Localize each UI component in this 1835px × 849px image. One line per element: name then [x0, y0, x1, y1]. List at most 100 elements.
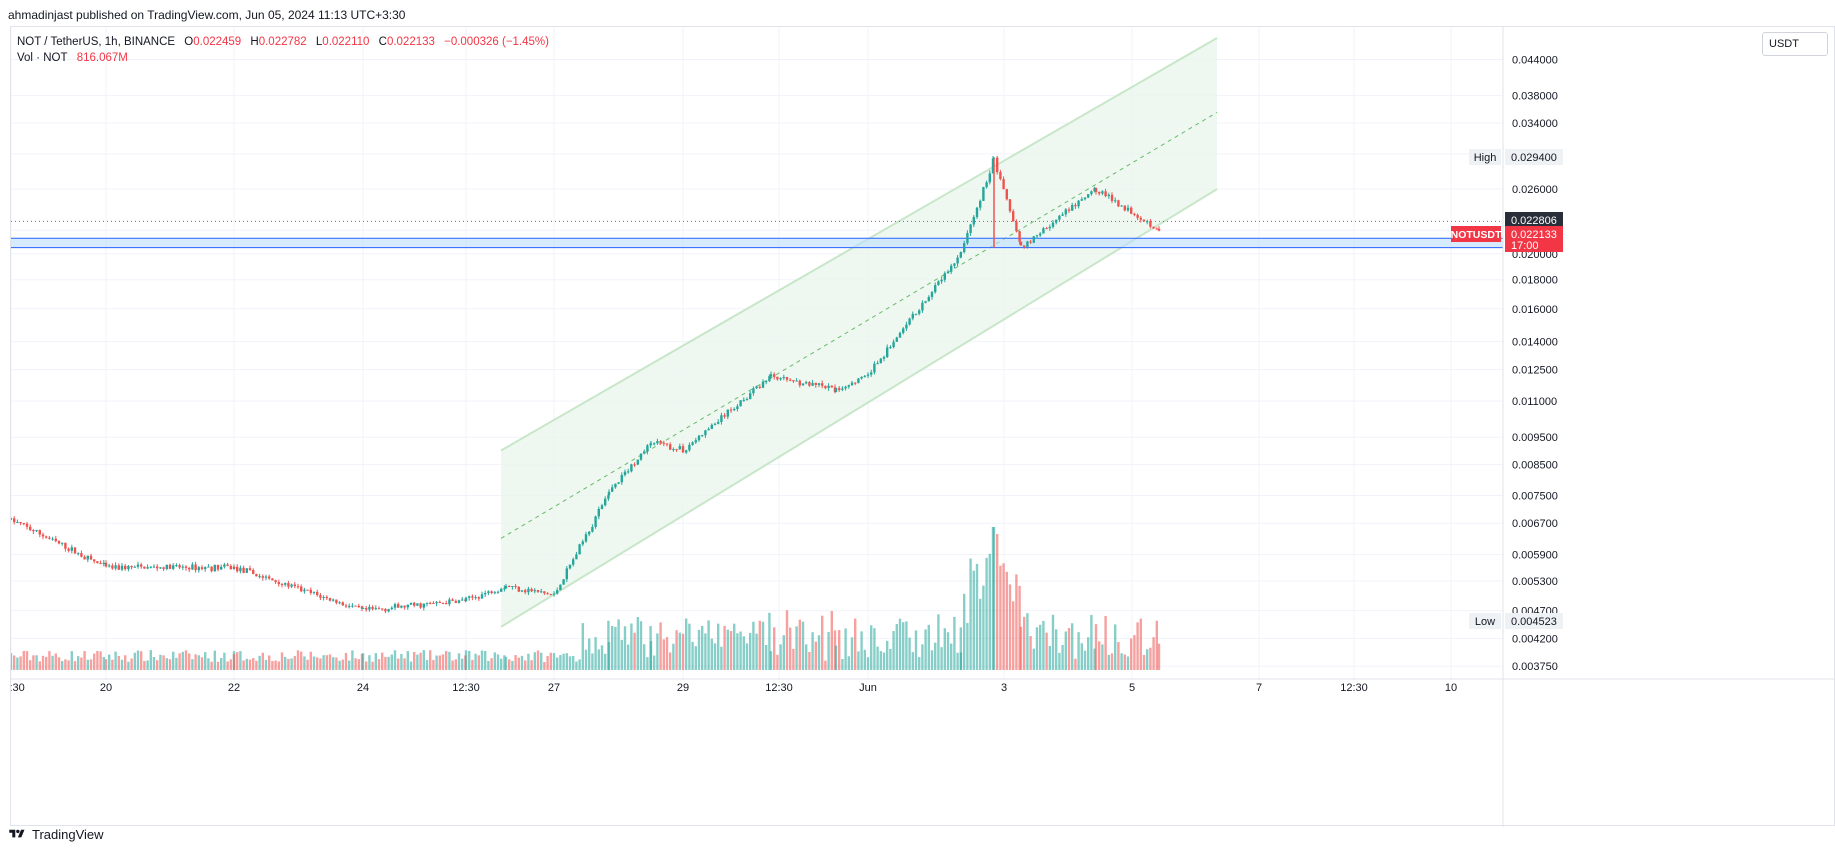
candle-body — [220, 566, 223, 570]
volume-bar — [1130, 638, 1133, 670]
candle-body — [1136, 214, 1139, 218]
candle-body — [795, 380, 798, 382]
volume-bar — [1064, 631, 1067, 670]
volume-bar — [527, 653, 530, 670]
volume-bar — [1098, 641, 1101, 670]
candle-body — [316, 591, 319, 596]
volume-bar — [717, 623, 720, 670]
candle-body — [143, 566, 146, 569]
volume-bar — [293, 656, 296, 670]
symbol-title[interactable]: NOT / TetherUS, 1h, BINANCE — [17, 36, 176, 48]
volume-bar — [229, 659, 232, 670]
volume-bar — [432, 659, 435, 670]
candle-body — [493, 592, 496, 594]
candle-body — [643, 451, 646, 454]
volume-bar — [617, 619, 620, 670]
candle-body — [607, 495, 610, 499]
chart-canvas[interactable]: 0.0440000.0380000.0340000.0300000.026000… — [11, 27, 1835, 827]
trend-channel-fill — [501, 38, 1217, 627]
candle-body — [57, 541, 61, 544]
volume-bar — [985, 557, 988, 670]
volume-bar — [707, 620, 710, 670]
volume-bar — [325, 655, 328, 670]
volume-bar — [905, 621, 908, 670]
candle-body — [1098, 191, 1101, 194]
volume-bar — [600, 645, 604, 670]
high-value: 0.022782 — [258, 36, 307, 48]
volume-bar — [290, 658, 293, 670]
volume-bar — [653, 655, 656, 670]
candle-body — [274, 580, 277, 583]
tradingview-brand[interactable]: TradingView — [32, 826, 104, 842]
volume-bar — [140, 651, 143, 670]
candle-body — [972, 217, 975, 225]
volume-label[interactable]: Vol · NOT — [17, 52, 68, 64]
volume-bar — [57, 657, 61, 670]
candle-body — [726, 409, 729, 417]
candle-body — [312, 591, 316, 593]
close-label: C — [378, 36, 387, 48]
currency-selector[interactable]: USDT — [1762, 32, 1828, 56]
candle-body — [636, 459, 639, 465]
volume-bar — [1110, 653, 1114, 670]
candle-body — [184, 566, 188, 568]
candle-body — [950, 265, 953, 272]
candle-body — [54, 538, 57, 542]
candle-body — [1045, 228, 1048, 230]
volume-bar — [511, 660, 514, 670]
candle-body — [188, 567, 191, 570]
volume-bar — [1139, 618, 1142, 670]
high-tag-label: High — [1474, 152, 1497, 164]
candle-body — [1061, 214, 1064, 216]
time-axis-label: 10 — [1445, 682, 1457, 694]
candle-body — [1094, 187, 1098, 192]
candle-body — [271, 578, 274, 581]
candle-body — [581, 541, 584, 545]
volume-bar — [67, 660, 70, 670]
candle-body — [543, 591, 546, 594]
candle-body — [811, 382, 814, 386]
volume-bar — [755, 633, 758, 670]
volume-bar — [96, 650, 99, 670]
candle-body — [649, 443, 653, 445]
candle-body — [982, 187, 985, 201]
time-axis-label: 12:30 — [452, 682, 480, 694]
candle-body — [381, 608, 384, 610]
legend-price-row: NOT / TetherUS, 1h, BINANCE O0.022459 H0… — [17, 34, 549, 50]
candle-body — [511, 586, 514, 588]
volume-bar — [1042, 620, 1045, 670]
footer: TradingView — [8, 822, 104, 846]
candle-body — [914, 313, 918, 315]
volume-bar — [792, 648, 795, 670]
candle-body — [854, 382, 857, 384]
volume-bar — [627, 644, 630, 670]
tradingview-logo-icon[interactable] — [8, 828, 26, 840]
candle-body — [252, 569, 255, 574]
volume-bar — [245, 658, 248, 670]
candle-body — [552, 593, 556, 595]
candle-body — [371, 606, 374, 610]
candle-body — [210, 566, 213, 572]
volume-bar — [400, 654, 403, 670]
candle-body — [445, 603, 448, 605]
candle-body — [409, 602, 413, 605]
candle-body — [857, 378, 860, 383]
candle-body — [1110, 194, 1114, 201]
chart-pane[interactable]: 0.0440000.0380000.0340000.0300000.026000… — [10, 26, 1835, 827]
volume-bar — [946, 632, 950, 670]
candle-body — [232, 566, 236, 568]
candle-body — [368, 606, 371, 610]
price-axis-label: 0.004200 — [1512, 633, 1558, 645]
volume-bar — [1157, 643, 1161, 670]
candle-body — [438, 601, 441, 604]
volume-bar — [287, 659, 290, 670]
volume-bar — [48, 651, 51, 670]
volume-bar — [691, 641, 694, 670]
volume-bar — [830, 610, 833, 670]
volume-bar — [328, 654, 332, 670]
candle-body — [681, 446, 685, 453]
candle-body — [729, 409, 733, 411]
candle-body — [1067, 209, 1071, 211]
volume-bar — [723, 625, 726, 670]
volume-bar — [133, 652, 136, 670]
